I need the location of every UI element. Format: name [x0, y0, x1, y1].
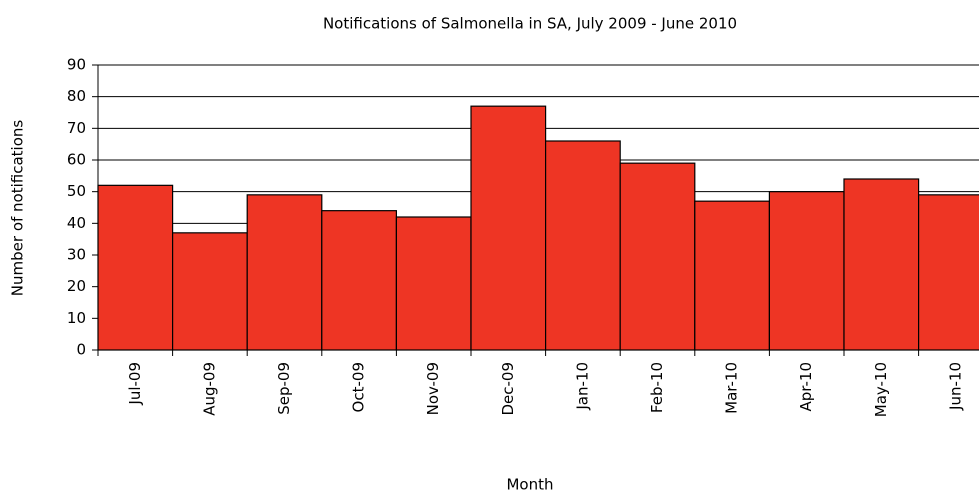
x-tick-label: Sep-09	[275, 362, 293, 415]
y-tick-label: 40	[67, 214, 86, 232]
x-tick-label: Apr-10	[797, 362, 815, 412]
y-tick-label: 10	[67, 309, 86, 327]
bar	[246, 194, 323, 351]
y-tick-label: 90	[67, 56, 86, 74]
bar	[172, 232, 248, 351]
bar	[470, 105, 547, 351]
y-tick-label: 0	[76, 341, 86, 359]
bar	[395, 216, 472, 351]
bar	[97, 184, 174, 351]
x-tick-label: Jun-10	[946, 362, 964, 411]
bar	[321, 210, 397, 351]
y-tick-label: 20	[67, 277, 86, 295]
bar	[843, 178, 920, 351]
y-axis-label: Number of notifications	[9, 120, 27, 297]
x-tick-label: May-10	[872, 362, 890, 417]
x-tick-label: Dec-09	[499, 362, 517, 416]
x-tick-label: Mar-10	[723, 362, 741, 414]
x-axis-label: Month	[506, 476, 553, 494]
y-tick-label: 50	[67, 182, 86, 200]
bar	[917, 194, 979, 351]
x-tick-label: Jan-10	[573, 362, 591, 411]
y-tick-label: 70	[67, 119, 86, 137]
bar	[544, 140, 621, 351]
chart-title: Notifications of Salmonella in SA, July …	[323, 15, 737, 33]
x-tick-label: Oct-09	[350, 362, 368, 412]
bar	[694, 200, 770, 351]
y-tick-label: 80	[67, 87, 86, 105]
x-tick-label: Nov-09	[424, 362, 442, 415]
x-tick-label: Jul-09	[126, 362, 144, 406]
bar	[768, 191, 845, 351]
bar	[619, 162, 696, 351]
y-tick-label: 30	[67, 246, 86, 264]
x-tick-label: Feb-10	[648, 362, 666, 413]
y-tick-label: 60	[67, 151, 86, 169]
x-tick-label: Aug-09	[200, 362, 218, 416]
